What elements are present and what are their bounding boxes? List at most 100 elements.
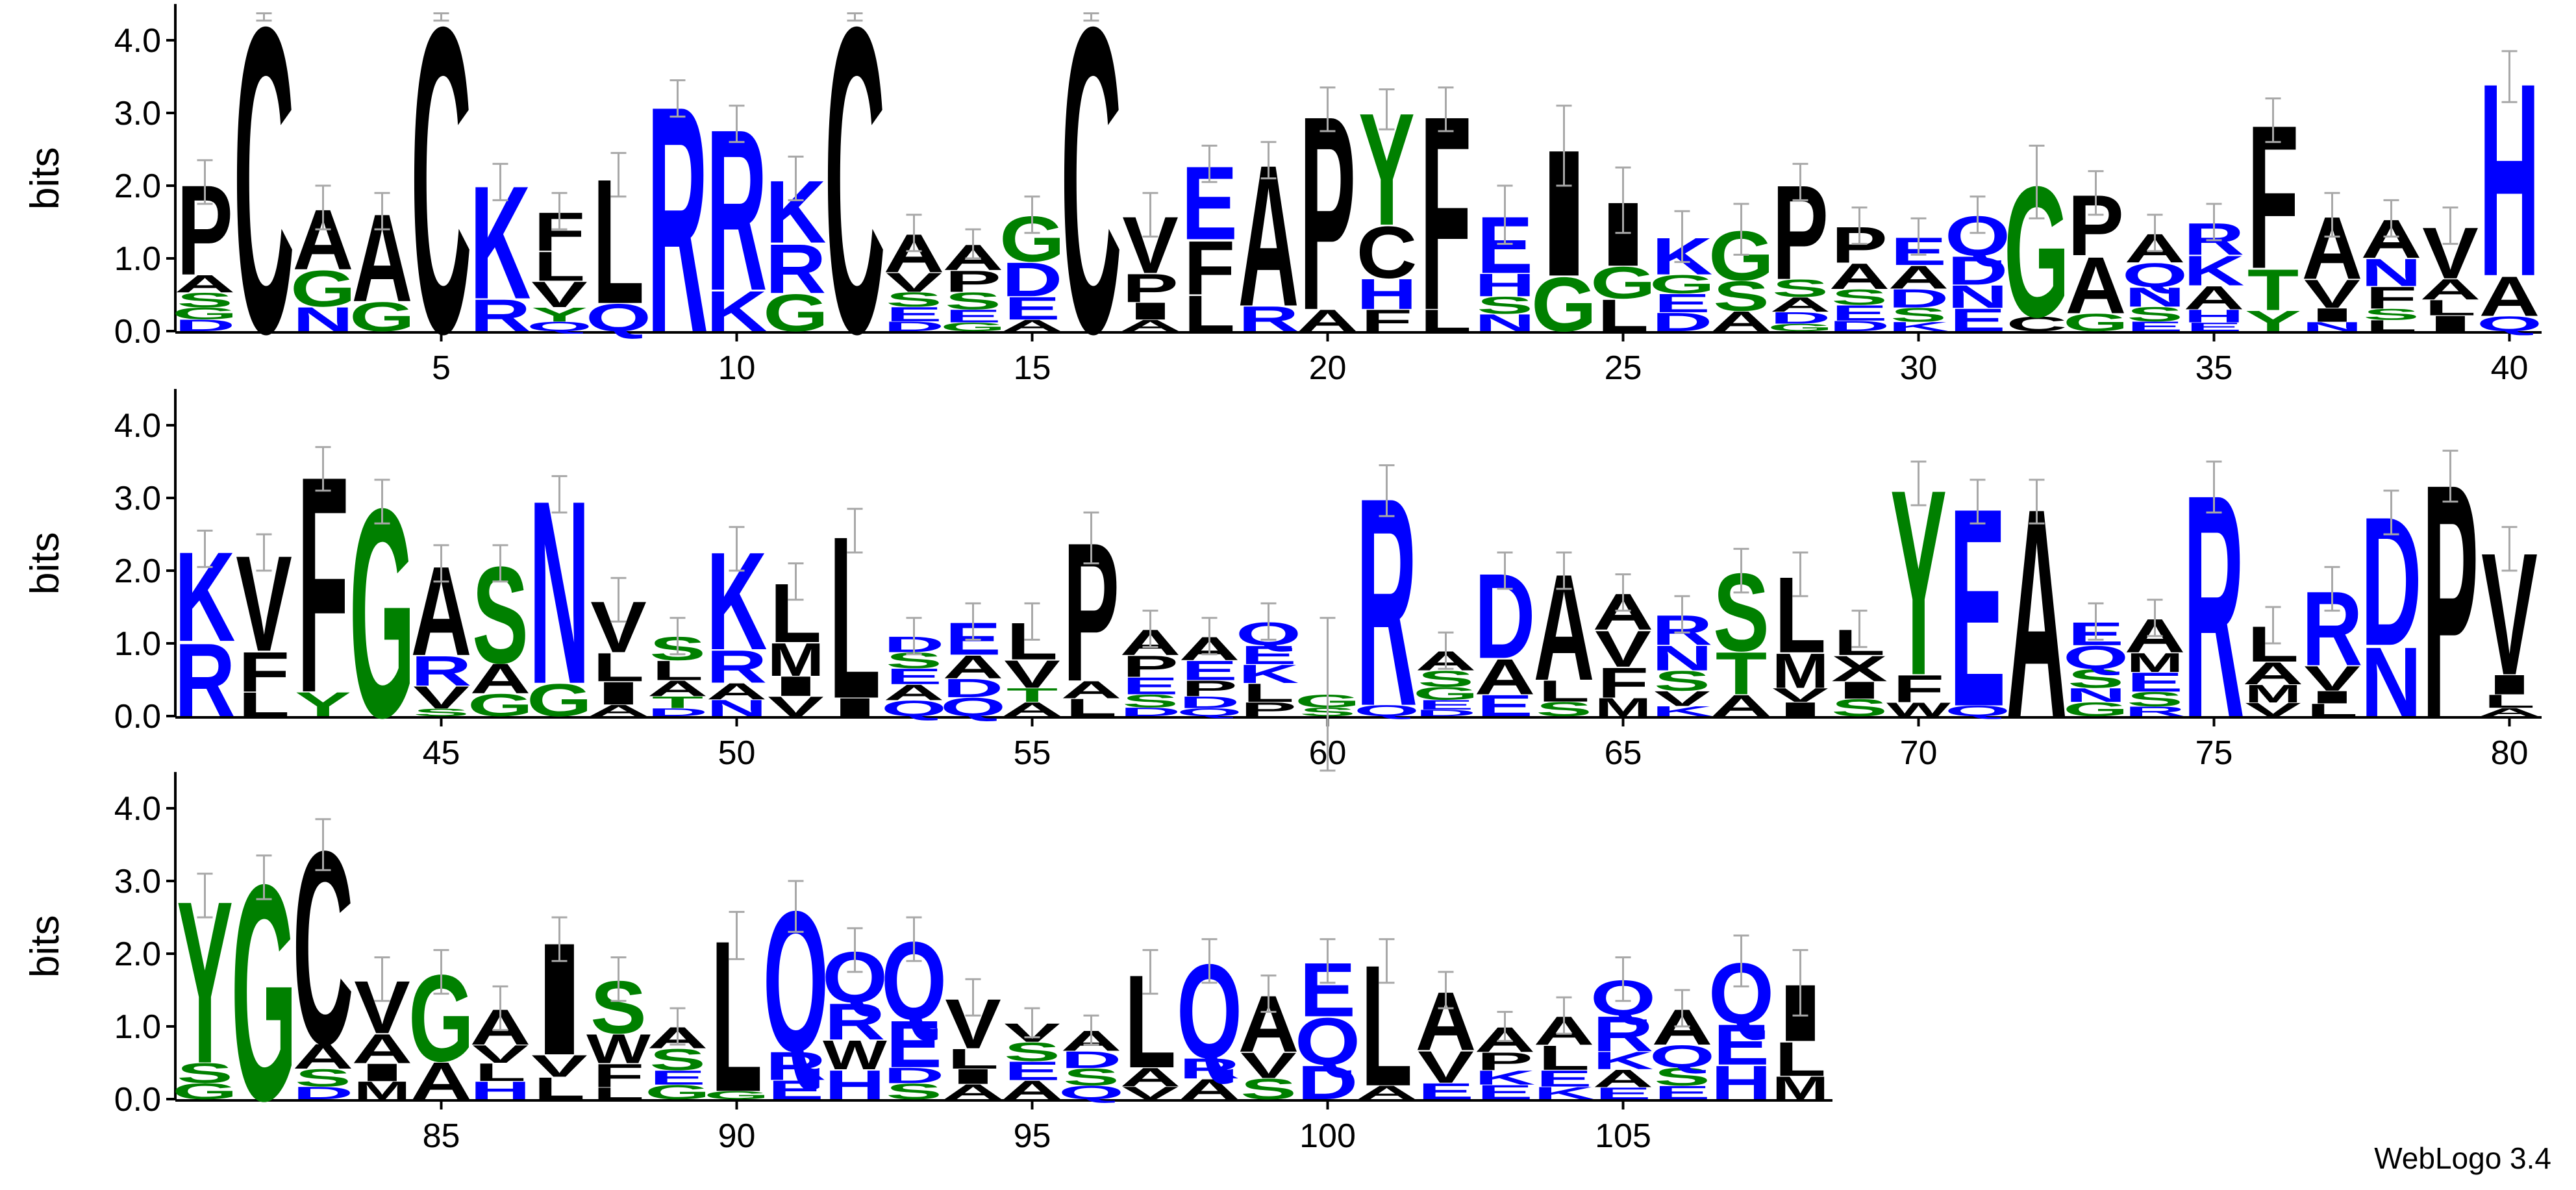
logo-column-99: SVA [1238, 974, 1299, 1106]
glyph-Q: Q [2122, 256, 2188, 294]
x-tick-label: 75 [2195, 734, 2233, 772]
logo-column-43: YF [295, 412, 351, 757]
glyph-A: A [1475, 649, 1536, 705]
y-tick-label: 1.0 [114, 625, 161, 663]
glyph-A: A [1711, 689, 1772, 723]
glyph-L: L [1243, 678, 1294, 708]
glyph-S: S [649, 1043, 706, 1076]
y-axis-label: bits [23, 147, 68, 210]
glyph-E: E [886, 1007, 942, 1082]
glyph-A: A [943, 649, 1004, 685]
glyph-E: E [1477, 1081, 1533, 1104]
glyph-N: N [2302, 319, 2363, 334]
glyph-A: A [1888, 259, 1949, 295]
glyph-S: S [2127, 688, 2183, 711]
glyph-A: A [1711, 305, 1772, 337]
glyph-L: L [2366, 317, 2417, 334]
glyph-L: L [1420, 303, 1471, 338]
glyph-F: F [1893, 667, 1944, 710]
logo-column-41: RK [175, 526, 236, 738]
glyph-E: E [886, 664, 942, 689]
glyph-S: S [413, 706, 469, 718]
x-tick-label: 15 [1014, 349, 1051, 387]
glyph-A: A [647, 676, 708, 701]
glyph-D: D [1061, 1047, 1122, 1073]
glyph-W: W [586, 1026, 651, 1072]
glyph-G: G [1649, 270, 1715, 299]
glyph-I: I [590, 675, 646, 711]
logo-column-16: C [1061, 0, 1122, 424]
glyph-M: M [1772, 1071, 1829, 1106]
logo-column-56: LAP [1061, 501, 1122, 723]
logo-column-107: HEQ [1708, 934, 1774, 1109]
glyph-A: A [2066, 240, 2127, 330]
logo-column-75: R [2184, 428, 2245, 784]
glyph-Q: Q [940, 693, 1006, 722]
logo-column-42: LFV [236, 527, 292, 723]
glyph-Q: Q [586, 296, 651, 340]
glyph-T: T [1007, 684, 1058, 706]
glyph-V: V [1004, 652, 1060, 697]
glyph-R: R [2125, 704, 2186, 719]
glyph-Q: Q [2063, 639, 2129, 676]
glyph-C: C [2007, 312, 2068, 336]
glyph-V: V [1122, 1083, 1179, 1102]
glyph-V: V [1772, 684, 1829, 706]
glyph-V: V [472, 1040, 529, 1068]
glyph-G: G [527, 675, 592, 726]
glyph-G: G [172, 304, 238, 323]
glyph-I: I [2481, 669, 2537, 700]
logo-column-2: C [234, 0, 295, 424]
glyph-F: F [1361, 303, 1412, 338]
glyph-V: V [413, 680, 469, 715]
glyph-I: I [1122, 297, 1178, 325]
glyph-L: L [2484, 691, 2535, 712]
glyph-G: G [940, 320, 1006, 334]
glyph-M: M [1595, 693, 1651, 722]
glyph-S: S [1654, 665, 1710, 697]
logo-column-4: GA [349, 188, 415, 340]
x-tick-label: 85 [423, 1117, 460, 1155]
glyph-A: A [352, 1025, 413, 1072]
glyph-A: A [1829, 256, 1890, 297]
glyph-V: V [2245, 699, 2301, 721]
logo-column-81: GSY [172, 853, 238, 1112]
glyph-D: D [175, 316, 236, 335]
glyph-R: R [1238, 299, 1299, 339]
glyph-E: E [1595, 1084, 1651, 1103]
glyph-H: H [2184, 306, 2245, 326]
glyph-Q: Q [1058, 1082, 1124, 1103]
glyph-D: D [1120, 705, 1181, 719]
logo-column-52: IL [827, 488, 882, 747]
logo-column-64: SLA [1534, 543, 1595, 721]
glyph-G: G [763, 283, 829, 342]
glyph-E: E [1181, 655, 1238, 686]
glyph-I: I [1772, 699, 1828, 721]
glyph-I: I [2304, 688, 2360, 707]
glyph-A: A [2420, 273, 2481, 306]
y-tick-label: 2.0 [114, 167, 161, 205]
logo-column-3: NGA [290, 184, 356, 339]
glyph-S: S [945, 288, 1001, 314]
glyph-L: L [238, 685, 290, 723]
glyph-Y: Y [295, 686, 351, 724]
glyph-C: C [1061, 0, 1122, 424]
glyph-R: R [1179, 1052, 1240, 1085]
glyph-E: E [2127, 319, 2183, 334]
x-tick-label: 40 [2491, 349, 2529, 387]
glyph-E: E [1240, 641, 1297, 670]
glyph-V: V [531, 274, 588, 315]
glyph-P: P [945, 264, 1001, 298]
glyph-R: R [766, 1043, 827, 1088]
